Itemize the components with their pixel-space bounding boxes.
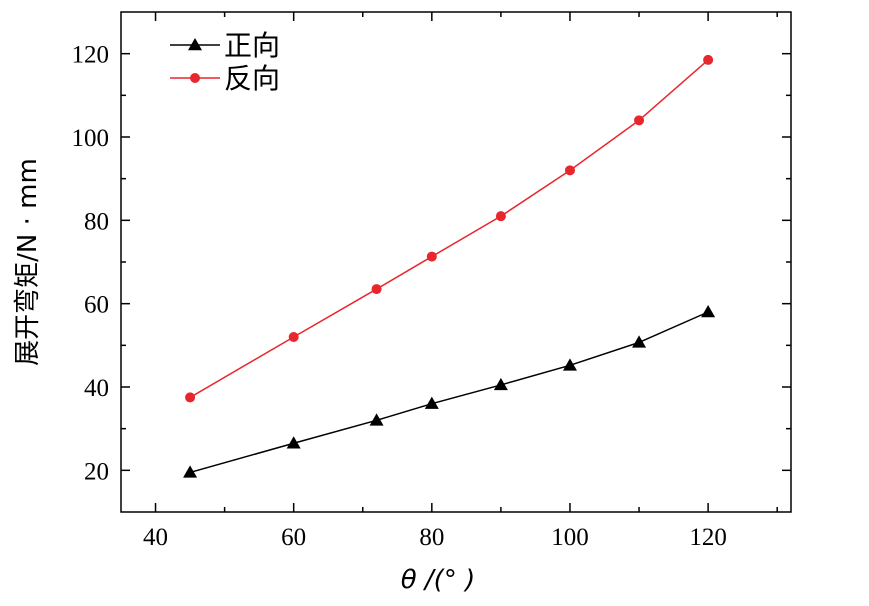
series-layer	[183, 54, 716, 478]
x-tick-label: 40	[143, 524, 168, 551]
data-point	[634, 115, 645, 126]
x-tick-label: 120	[689, 524, 727, 551]
x-axis-title: θ /(° )	[401, 565, 475, 595]
data-point	[632, 335, 647, 348]
x-axis-ticks: 40 60 80 100 120	[143, 12, 778, 551]
legend-label: 正向	[224, 29, 280, 62]
data-point	[426, 251, 437, 262]
data-point	[424, 396, 439, 409]
x-tick-label: 60	[281, 524, 306, 551]
legend-item: 正向	[170, 29, 280, 62]
legend-label: 反向	[224, 62, 280, 95]
series-line	[189, 59, 709, 399]
legend-item: 反向	[170, 62, 280, 95]
y-tick-label: 20	[84, 458, 109, 485]
plot-frame	[120, 11, 792, 513]
legend-marker	[188, 38, 202, 51]
data-point	[562, 358, 577, 371]
series-1	[183, 305, 716, 478]
data-point	[495, 211, 506, 222]
data-point	[369, 413, 384, 426]
y-tick-label: 40	[84, 375, 109, 402]
y-tick-label: 100	[72, 125, 110, 152]
y-tick-label: 80	[84, 208, 109, 235]
data-point	[703, 54, 714, 65]
y-tick-label: 120	[72, 42, 110, 69]
data-point	[286, 436, 301, 449]
x-tick-label: 100	[551, 524, 589, 551]
y-tick-label: 60	[84, 292, 109, 319]
data-point	[288, 332, 299, 342]
legend-marker	[190, 73, 200, 83]
data-point	[183, 465, 198, 478]
data-point	[185, 392, 196, 403]
data-point	[701, 305, 716, 318]
series-2	[185, 54, 714, 403]
y-axis-ticks: 20 40 60 80 100 120	[72, 42, 791, 485]
x-tick-label: 80	[419, 524, 444, 551]
data-point	[371, 284, 382, 295]
y-axis-title: 展开弯矩/N · mm	[13, 158, 43, 366]
data-point	[493, 377, 508, 391]
data-point	[564, 165, 575, 176]
series-line	[189, 311, 709, 474]
